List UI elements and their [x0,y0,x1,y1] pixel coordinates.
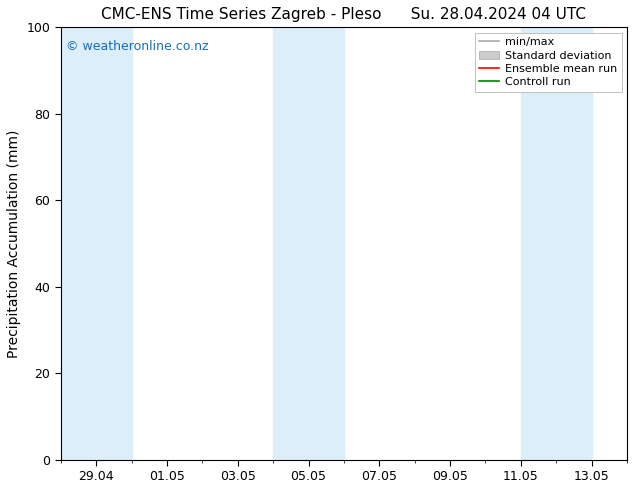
Bar [61,27,132,460]
Legend: min/max, Standard deviation, Ensemble mean run, Controll run: min/max, Standard deviation, Ensemble me… [475,33,621,92]
Title: CMC-ENS Time Series Zagreb - Pleso      Su. 28.04.2024 04 UTC: CMC-ENS Time Series Zagreb - Pleso Su. 2… [101,7,586,22]
Bar [273,27,344,460]
Bar [521,27,592,460]
Y-axis label: Precipitation Accumulation (mm): Precipitation Accumulation (mm) [7,129,21,358]
Text: © weatheronline.co.nz: © weatheronline.co.nz [67,40,209,53]
